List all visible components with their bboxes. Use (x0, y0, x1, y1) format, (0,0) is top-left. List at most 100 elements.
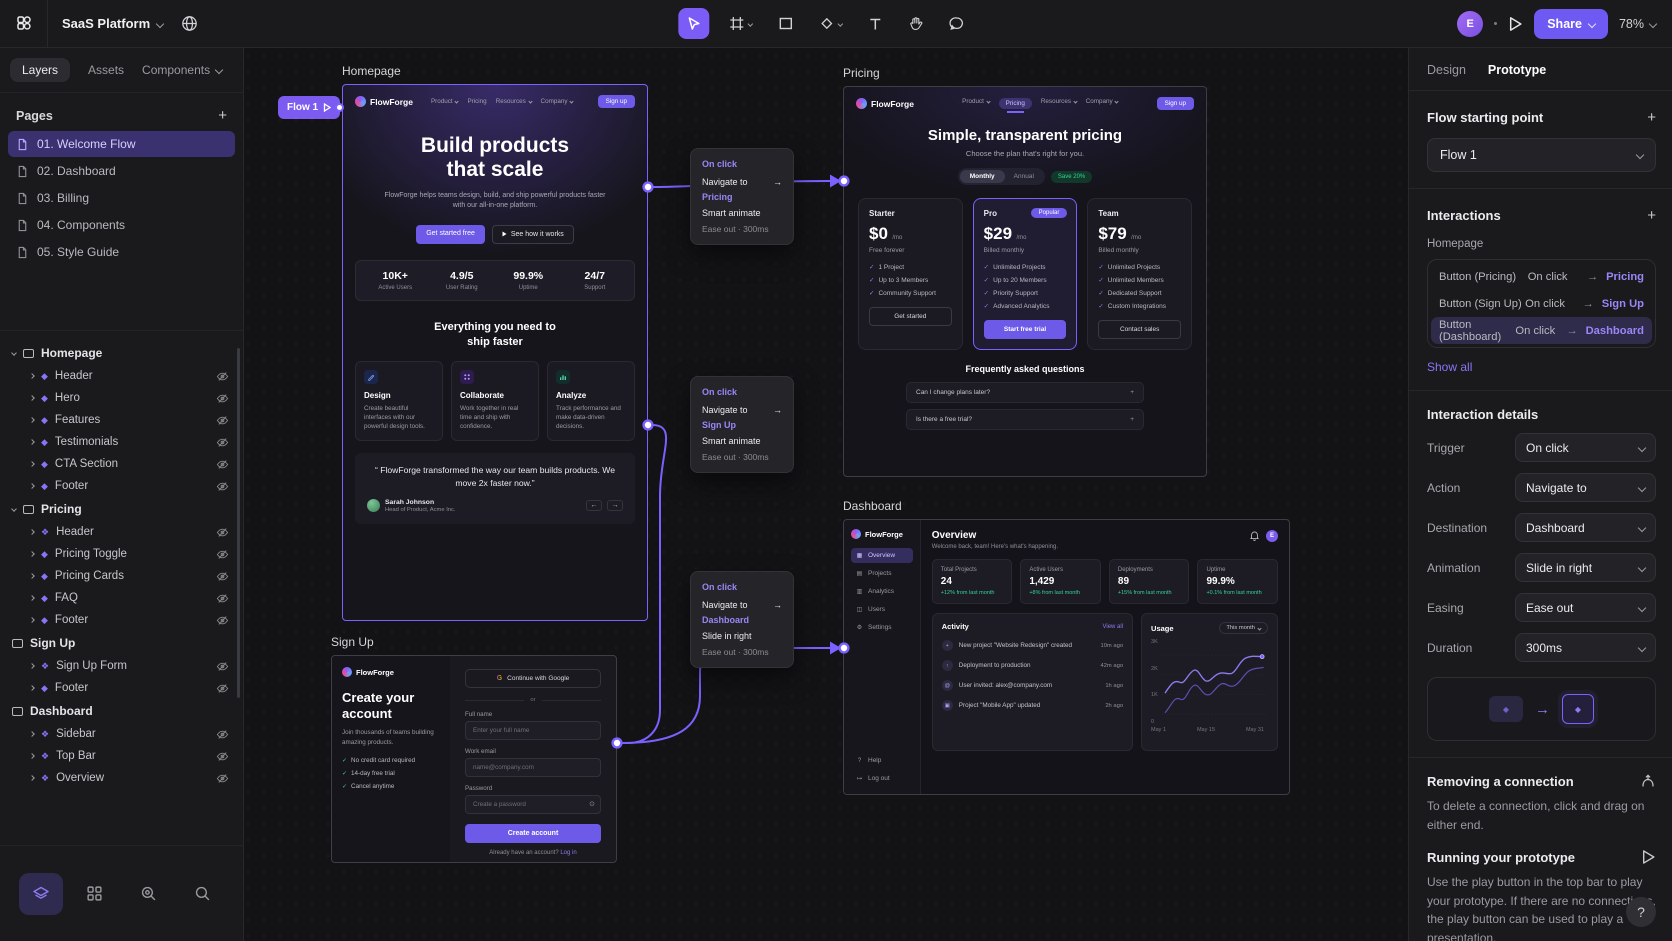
tab-prototype[interactable]: Prototype (1487, 63, 1547, 77)
interaction-row-pricing[interactable]: Button (Pricing) On click → Pricing (1439, 270, 1644, 283)
layer-row[interactable]: ❖ Top Bar (0, 745, 243, 767)
layer-section-pricing[interactable]: Pricing (0, 497, 243, 521)
eye-off-icon[interactable] (216, 458, 229, 471)
expand-caret-icon[interactable] (29, 461, 35, 467)
expand-caret-icon[interactable] (29, 395, 35, 401)
collapse-caret-icon[interactable] (11, 506, 17, 512)
eye-off-icon[interactable] (216, 614, 229, 627)
flow-select[interactable]: Flow 1 (1427, 138, 1656, 172)
layer-row[interactable]: ◆ Header (0, 365, 243, 387)
eye-off-icon[interactable] (216, 660, 229, 673)
comment-tool-button[interactable] (943, 10, 970, 37)
field-select[interactable]: Dashboard (1515, 513, 1656, 542)
expand-caret-icon[interactable] (29, 483, 35, 489)
frame-homepage[interactable]: FlowForge Product Pricing Resources Comp… (342, 84, 648, 621)
layer-row[interactable]: ❖ Overview (0, 767, 243, 789)
page-item-dashboard[interactable]: 02. Dashboard (8, 158, 235, 184)
frame-title-pricing[interactable]: Pricing (843, 66, 880, 80)
move-tool-button[interactable] (678, 8, 710, 39)
layer-section-homepage[interactable]: Homepage (0, 341, 243, 365)
tab-components[interactable]: Components (142, 63, 224, 77)
add-interaction-button[interactable]: + (1647, 207, 1656, 224)
field-select[interactable]: Ease out (1515, 593, 1656, 622)
expand-caret-icon[interactable] (29, 617, 35, 623)
frame-dashboard[interactable]: FlowForge ▦ Overview ▤ Projects ▥ Analytics… (843, 519, 1290, 795)
user-avatar[interactable]: E (1457, 10, 1484, 37)
sidebar-scrollbar[interactable] (237, 348, 240, 698)
eye-off-icon[interactable] (216, 682, 229, 695)
show-all-link[interactable]: Show all (1427, 360, 1473, 374)
layer-row[interactable]: ❖ Header (0, 521, 243, 543)
field-select[interactable]: Navigate to (1515, 473, 1656, 502)
layer-row[interactable]: ◆ Pricing Toggle (0, 543, 243, 565)
layer-row[interactable]: ◆ FAQ (0, 587, 243, 609)
help-button[interactable]: ? (1626, 897, 1656, 927)
page-item-style-guide[interactable]: 05. Style Guide (8, 239, 235, 265)
search-button[interactable] (180, 873, 224, 915)
page-item-components[interactable]: 04. Components (8, 212, 235, 238)
add-flow-button[interactable]: + (1647, 109, 1656, 126)
expand-caret-icon[interactable] (29, 373, 35, 379)
layer-section-signup[interactable]: Sign Up (0, 631, 243, 655)
layer-row[interactable]: ◆ Hero (0, 387, 243, 409)
zoom-find-button[interactable] (126, 873, 170, 915)
connection-label-dashboard[interactable]: On click Navigate to → Dashboard Slide in… (690, 571, 794, 668)
hand-tool-button[interactable] (902, 10, 929, 37)
eye-off-icon[interactable] (216, 570, 229, 583)
app-menu-button[interactable] (0, 0, 48, 47)
expand-caret-icon[interactable] (29, 753, 35, 759)
rectangle-tool-button[interactable] (772, 10, 799, 37)
layer-row[interactable]: ◆ CTA Section (0, 453, 243, 475)
text-tool-button[interactable] (862, 11, 888, 37)
layer-row[interactable]: ◆ Footer (0, 677, 243, 699)
expand-caret-icon[interactable] (29, 573, 35, 579)
eye-off-icon[interactable] (216, 480, 229, 493)
expand-caret-icon[interactable] (29, 439, 35, 445)
collapse-caret-icon[interactable] (11, 350, 17, 356)
expand-caret-icon[interactable] (29, 529, 35, 535)
frame-tool-button[interactable] (723, 10, 758, 37)
tab-layers[interactable]: Layers (10, 58, 71, 82)
eye-off-icon[interactable] (216, 728, 229, 741)
globe-icon[interactable] (181, 15, 198, 32)
field-select[interactable]: 300ms (1515, 633, 1656, 662)
layer-row[interactable]: ◆ Features (0, 409, 243, 431)
expand-caret-icon[interactable] (29, 595, 35, 601)
field-select[interactable]: On click (1515, 433, 1656, 462)
frame-pricing[interactable]: FlowForge Product Pricing Resources Comp… (843, 86, 1207, 477)
layer-row[interactable]: ◆ Testimonials (0, 431, 243, 453)
expand-caret-icon[interactable] (29, 551, 35, 557)
eye-off-icon[interactable] (216, 414, 229, 427)
layer-row[interactable]: ◆ Footer (0, 609, 243, 631)
flow-play-icon[interactable] (323, 103, 332, 112)
frame-title-signup[interactable]: Sign Up (331, 635, 374, 649)
layer-row[interactable]: ❖ Sign Up Form (0, 655, 243, 677)
frame-title-dashboard[interactable]: Dashboard (843, 499, 902, 513)
zoom-control[interactable]: 78% (1619, 17, 1658, 31)
eye-off-icon[interactable] (216, 370, 229, 383)
layer-row[interactable]: ❖ Sidebar (0, 723, 243, 745)
frame-title-homepage[interactable]: Homepage (342, 64, 401, 78)
file-title[interactable]: SaaS Platform (62, 16, 165, 31)
shape-tool-button[interactable] (813, 10, 848, 37)
expand-caret-icon[interactable] (29, 775, 35, 781)
expand-caret-icon[interactable] (29, 731, 35, 737)
interaction-row-dashboard[interactable]: Button (Dashboard) On click → Dashboard (1431, 317, 1652, 344)
flow-start-badge[interactable]: Flow 1 (278, 96, 341, 119)
eye-off-icon[interactable] (216, 392, 229, 405)
interaction-row-signup[interactable]: Button (Sign Up) On click → Sign Up (1439, 297, 1644, 310)
tab-assets[interactable]: Assets (88, 63, 125, 77)
layer-row[interactable]: ◆ Pricing Cards (0, 565, 243, 587)
present-play-icon[interactable] (1508, 16, 1523, 32)
connection-label-signup[interactable]: On click Navigate to → Sign Up Smart anim… (690, 376, 794, 473)
eye-off-icon[interactable] (216, 750, 229, 763)
layer-row[interactable]: ◆ Footer (0, 475, 243, 497)
page-item-welcome-flow[interactable]: 01. Welcome Flow (8, 131, 235, 157)
expand-caret-icon[interactable] (29, 663, 35, 669)
eye-off-icon[interactable] (216, 592, 229, 605)
frame-signup[interactable]: FlowForge Create your account Join thous… (331, 655, 617, 863)
components-view-button[interactable] (73, 873, 117, 915)
add-page-button[interactable]: + (218, 107, 227, 124)
eye-off-icon[interactable] (216, 526, 229, 539)
layers-view-button[interactable] (18, 872, 63, 915)
